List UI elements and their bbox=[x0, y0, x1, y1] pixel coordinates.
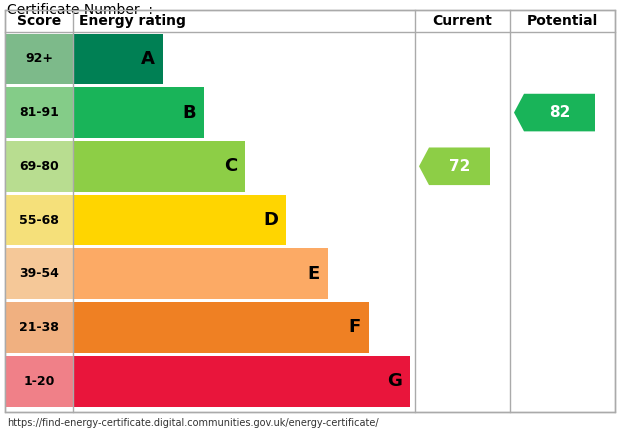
Text: 72: 72 bbox=[449, 159, 470, 174]
Text: 92+: 92+ bbox=[25, 52, 53, 66]
Text: Energy rating: Energy rating bbox=[79, 14, 186, 28]
Bar bbox=[73, 141, 245, 192]
Text: 39-54: 39-54 bbox=[19, 267, 59, 280]
Bar bbox=[5, 87, 73, 138]
Text: Current: Current bbox=[433, 14, 492, 28]
Bar bbox=[5, 141, 73, 192]
Bar bbox=[5, 248, 73, 299]
Bar bbox=[73, 194, 286, 246]
Bar bbox=[73, 356, 410, 407]
Text: 55-68: 55-68 bbox=[19, 213, 59, 227]
Text: D: D bbox=[264, 211, 278, 229]
Text: C: C bbox=[224, 157, 237, 175]
Text: Score: Score bbox=[17, 14, 61, 28]
Text: https://find-energy-certificate.digital.communities.gov.uk/energy-certificate/: https://find-energy-certificate.digital.… bbox=[7, 418, 379, 428]
Text: G: G bbox=[387, 372, 402, 390]
Text: A: A bbox=[141, 50, 155, 68]
Polygon shape bbox=[514, 94, 595, 132]
Text: E: E bbox=[308, 265, 319, 283]
Polygon shape bbox=[419, 147, 490, 185]
Text: 81-91: 81-91 bbox=[19, 106, 59, 119]
Bar bbox=[5, 302, 73, 353]
Text: B: B bbox=[182, 103, 196, 121]
Bar bbox=[73, 248, 327, 299]
Bar bbox=[5, 33, 73, 84]
Bar bbox=[73, 87, 204, 138]
Bar bbox=[73, 302, 369, 353]
Text: F: F bbox=[348, 319, 361, 337]
Text: Certificate Number  :: Certificate Number : bbox=[7, 3, 153, 17]
Text: 1-20: 1-20 bbox=[24, 374, 55, 388]
Bar bbox=[73, 33, 162, 84]
Text: 21-38: 21-38 bbox=[19, 321, 59, 334]
Text: 82: 82 bbox=[549, 105, 570, 120]
Bar bbox=[5, 356, 73, 407]
Text: 69-80: 69-80 bbox=[19, 160, 59, 173]
Bar bbox=[5, 194, 73, 246]
Text: Potential: Potential bbox=[527, 14, 598, 28]
